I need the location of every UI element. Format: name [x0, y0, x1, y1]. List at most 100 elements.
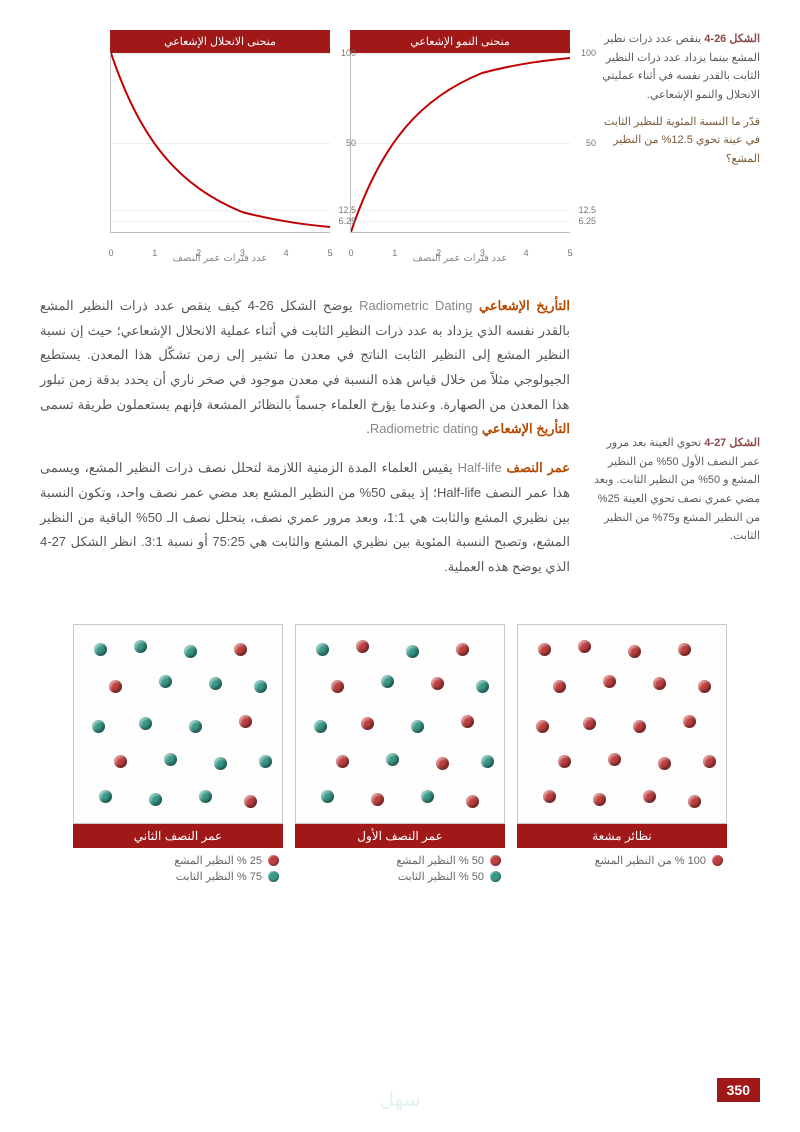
atoms-figure: عمر النصف الثاني 25 % النظير المشع 75 % ا… [40, 624, 760, 892]
atom-dot [643, 790, 656, 803]
atom-dot [703, 755, 716, 768]
legend-text: 50 % النظير الثابت [398, 870, 484, 883]
atom-dot [99, 790, 112, 803]
para-radiometric: التأريخ الإشعاعي Radiometric Dating يوضح… [40, 294, 570, 442]
atom-dot [688, 795, 701, 808]
legend-text: 50 % النظير المشع [396, 854, 484, 867]
para1-body: يوضح الشكل 26-4 كيف ينقص عدد ذرات النظير… [40, 298, 570, 412]
atom-dot [678, 643, 691, 656]
atom-dot [239, 715, 252, 728]
atom-dot [361, 717, 374, 730]
atom-dot [633, 720, 646, 733]
atom-legend-2: 50 % النظير المشع 50 % النظير الثابت [295, 848, 505, 892]
para1-hl: التأريخ الإشعاعي [482, 421, 570, 436]
atom-dot [456, 643, 469, 656]
atom-dot [199, 790, 212, 803]
atom-dot [316, 643, 329, 656]
atom-dot [114, 755, 127, 768]
decay-chart: منحنى الانحلال الإشعاعي 100 50 12.5 6.25… [110, 30, 330, 264]
atom-dot [234, 643, 247, 656]
atom-dot [94, 643, 107, 656]
figure-26-caption: الشكل 26-4 ينقص عدد ذرات نظير المشع بينم… [590, 30, 760, 264]
legend-text: 25 % النظير المشع [174, 854, 262, 867]
legend-dot-icon [268, 871, 279, 882]
legend-dot-icon [712, 855, 723, 866]
charts-row: منحنى النمو الإشعاعي 100 50 12.5 6.25 01… [40, 30, 570, 264]
atom-dot [259, 755, 272, 768]
atom-dot [214, 757, 227, 770]
term-halflife-en: Half-life [458, 460, 502, 475]
growth-chart-title: منحنى النمو الإشعاعي [350, 30, 570, 53]
atom-dot [386, 753, 399, 766]
atom-dot [184, 645, 197, 658]
atom-dot [209, 677, 222, 690]
atom-dot [139, 717, 152, 730]
body-text: الشكل 27-4 تحوي العينة بعد مرور عمر النص… [40, 294, 760, 594]
atom-dot [558, 755, 571, 768]
legend-row: 75 % النظير الثابت [77, 870, 279, 883]
atom-dot [578, 640, 591, 653]
atom-dot [466, 795, 479, 808]
figure-26-row: الشكل 26-4 ينقص عدد ذرات نظير المشع بينم… [40, 30, 760, 264]
atom-label-3: عمر النصف الثاني [73, 824, 283, 848]
atom-dot [149, 793, 162, 806]
atom-dot [159, 675, 172, 688]
legend-text: 75 % النظير الثابت [176, 870, 262, 883]
atom-dot [436, 757, 449, 770]
atom-label-1: نظائر مشعة [517, 824, 727, 848]
atom-dot [321, 790, 334, 803]
legend-text: 100 % من النظير المشع [595, 854, 706, 867]
atom-dot [658, 757, 671, 770]
atom-dot [164, 753, 177, 766]
growth-xlabel: عدد فترات عمر النصف [350, 253, 570, 264]
atom-panel-2: عمر النصف الأول 50 % النظير المشع50 % ال… [295, 624, 505, 892]
legend-row: 25 % النظير المشع [77, 854, 279, 867]
atom-dot [92, 720, 105, 733]
main-text: التأريخ الإشعاعي Radiometric Dating يوضح… [40, 294, 570, 594]
term-halflife: عمر النصف [507, 460, 570, 475]
atom-dot [698, 680, 711, 693]
atom-dot [254, 680, 267, 693]
watermark: سهل [379, 1087, 420, 1112]
legend-row: 100 % من النظير المشع [521, 854, 723, 867]
atom-dot [336, 755, 349, 768]
atom-dot [538, 643, 551, 656]
decay-yticks: 100 50 12.5 6.25 [330, 53, 358, 232]
fig27-title: الشكل 27-4 [704, 437, 760, 449]
atom-dot [603, 675, 616, 688]
legend-dot-icon [268, 855, 279, 866]
atom-dot [134, 640, 147, 653]
atom-panel-1: نظائر مشعة 100 % من النظير المشع [517, 624, 727, 892]
legend-row: 50 % النظير الثابت [299, 870, 501, 883]
atom-dot [583, 717, 596, 730]
atom-dot [481, 755, 494, 768]
atom-legend-3: 25 % النظير المشع 75 % النظير الثابت [73, 848, 283, 892]
atom-panel-3: عمر النصف الثاني 25 % النظير المشع 75 % ا… [73, 624, 283, 892]
atom-dot [109, 680, 122, 693]
legend-dot-icon [490, 855, 501, 866]
atom-dot [421, 790, 434, 803]
atom-dot [628, 645, 641, 658]
atom-label-2: عمر النصف الأول [295, 824, 505, 848]
decay-plot: 100 50 12.5 6.25 012 345 [110, 53, 330, 233]
atom-dot [314, 720, 327, 733]
para-halflife: عمر النصف Half-life يقيس العلماء المدة ا… [40, 456, 570, 579]
legend-row: 50 % النظير المشع [299, 854, 501, 867]
atom-dot [411, 720, 424, 733]
decay-chart-title: منحنى الانحلال الإشعاعي [110, 30, 330, 53]
atom-dot [536, 720, 549, 733]
atom-dot [431, 677, 444, 690]
fig27-body: تحوي العينة بعد مرور عمر النصف الأول 50%… [594, 437, 760, 542]
decay-xlabel: عدد فترات عمر النصف [110, 253, 330, 264]
term-radiometric: التأريخ الإشعاعي [479, 298, 570, 313]
atom-dot [331, 680, 344, 693]
atom-dot [381, 675, 394, 688]
atom-dot [543, 790, 556, 803]
figure-27-caption: الشكل 27-4 تحوي العينة بعد مرور عمر النص… [590, 294, 760, 594]
fig26-question: قدّر ما النسبة المئوية للنظير الثابت في … [604, 116, 760, 165]
atom-dot [371, 793, 384, 806]
term-radiometric-en: Radiometric Dating [359, 298, 472, 313]
growth-chart: منحنى النمو الإشعاعي 100 50 12.5 6.25 01… [350, 30, 570, 264]
atom-dot [189, 720, 202, 733]
para2-body: يقيس العلماء المدة الزمنية اللازمة لتحلل… [40, 460, 570, 574]
